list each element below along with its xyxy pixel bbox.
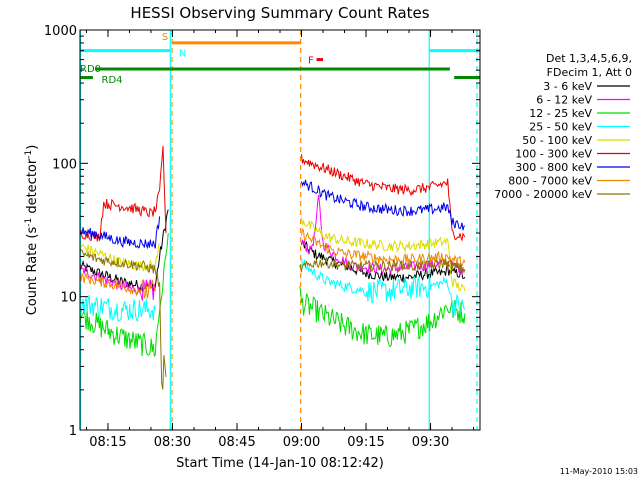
x-tick-label: 08:15 — [89, 435, 126, 450]
chart-title: HESSI Observing Summary Count Rates — [130, 4, 429, 22]
series-line — [301, 258, 466, 317]
y-axis-label-sup2: -1 — [24, 150, 34, 159]
plot-frame — [79, 29, 481, 431]
x-axis-label: Start Time (14-Jan-10 08:12:42) — [176, 456, 384, 471]
y-axis-label-sup1: -1 — [24, 218, 34, 227]
legend-header-2: FDecim 1, Att 0 — [547, 66, 632, 79]
series-line — [301, 179, 466, 231]
y-tick-label: 1000 — [44, 24, 77, 39]
flag-label: RD4 — [102, 75, 123, 86]
series-line — [80, 233, 169, 357]
series-line — [80, 271, 156, 299]
y-axis-label-mid: detector — [25, 158, 40, 218]
series-line — [299, 257, 466, 275]
y-tick-label: 100 — [52, 157, 77, 172]
flag-label: S — [162, 32, 168, 43]
legend-label: 300 - 800 keV — [515, 161, 592, 174]
legend-label: 800 - 7000 keV — [508, 175, 592, 188]
series-line — [301, 239, 466, 284]
x-tick-label: 09:30 — [412, 435, 449, 450]
x-axis: 08:15 08:30 08:45 09:00 09:15 09:30 — [85, 30, 475, 450]
flag-label: RD0 — [80, 64, 101, 75]
series-line — [80, 249, 167, 390]
legend-label: 25 - 50 keV — [529, 121, 592, 134]
x-tick-label: 09:15 — [347, 435, 384, 450]
series-line — [301, 154, 466, 242]
legend-label: 3 - 6 keV — [543, 80, 592, 93]
y-axis-label-end: ) — [25, 145, 40, 150]
y-axis-label-main: Count Rate (s — [25, 227, 40, 316]
series-line — [301, 217, 466, 292]
series-line — [80, 265, 156, 301]
legend-label: 100 - 300 keV — [515, 148, 592, 161]
series-line — [80, 216, 161, 250]
x-tick-label: 08:45 — [218, 435, 255, 450]
y-tick-label: 10 — [60, 291, 77, 306]
x-tick-label: 08:30 — [154, 435, 191, 450]
series-line — [80, 293, 156, 323]
footer-timestamp: 11-May-2010 15:03 — [560, 467, 638, 476]
flag-label: F — [308, 56, 314, 67]
y-tick-label: 1 — [69, 424, 77, 439]
x-tick-label: 09:00 — [283, 435, 320, 450]
y-axis: 1 10 100 1000 — [44, 24, 480, 439]
series-line — [80, 145, 167, 242]
series-line — [298, 286, 466, 347]
legend-label: 7000 - 20000 keV — [494, 188, 592, 201]
flag-label: N — [179, 48, 186, 59]
legend-label: 12 - 25 keV — [529, 107, 592, 120]
series-line — [80, 209, 169, 293]
legend-header-1: Det 1,3,4,5,6,9, — [546, 52, 632, 65]
legend-label: 50 - 100 keV — [522, 134, 592, 147]
series-line — [301, 227, 466, 269]
legend: Det 1,3,4,5,6,9, FDecim 1, Att 0 3 - 6 k… — [494, 52, 632, 201]
legend-label: 6 - 12 keV — [536, 94, 592, 107]
y-axis-label: Count Rate (s-1 detector-1) — [24, 145, 40, 316]
